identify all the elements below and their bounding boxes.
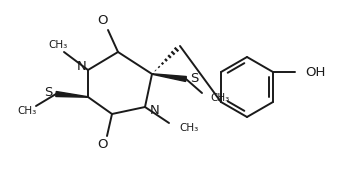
Text: CH₃: CH₃ [210,93,229,103]
Text: CH₃: CH₃ [48,40,68,50]
Polygon shape [152,74,186,82]
Text: S: S [190,72,198,84]
Text: N: N [150,104,160,118]
Text: CH₃: CH₃ [179,123,198,133]
Text: O: O [98,139,108,151]
Text: OH: OH [305,66,325,78]
Text: N: N [77,60,87,74]
Polygon shape [56,92,88,97]
Text: S: S [44,86,52,100]
Text: CH₃: CH₃ [17,106,37,116]
Text: O: O [98,15,108,27]
